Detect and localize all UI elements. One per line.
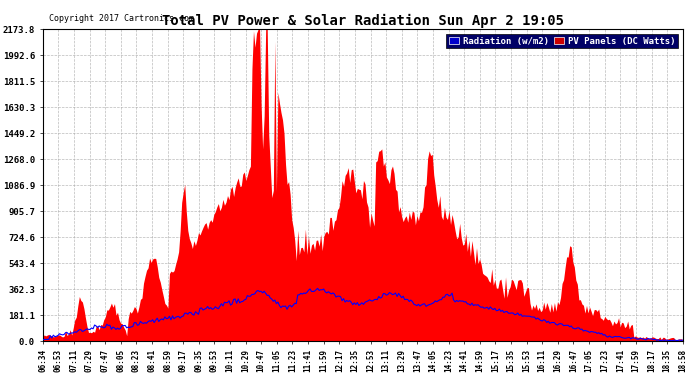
Legend: Radiation (w/m2), PV Panels (DC Watts): Radiation (w/m2), PV Panels (DC Watts) [446, 34, 678, 48]
Title: Total PV Power & Solar Radiation Sun Apr 2 19:05: Total PV Power & Solar Radiation Sun Apr… [161, 14, 564, 28]
Text: Copyright 2017 Cartronics.com: Copyright 2017 Cartronics.com [49, 14, 194, 23]
